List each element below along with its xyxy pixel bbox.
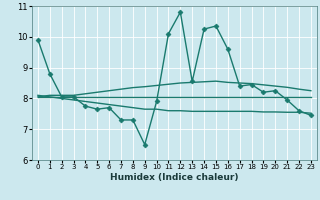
X-axis label: Humidex (Indice chaleur): Humidex (Indice chaleur) [110,173,239,182]
